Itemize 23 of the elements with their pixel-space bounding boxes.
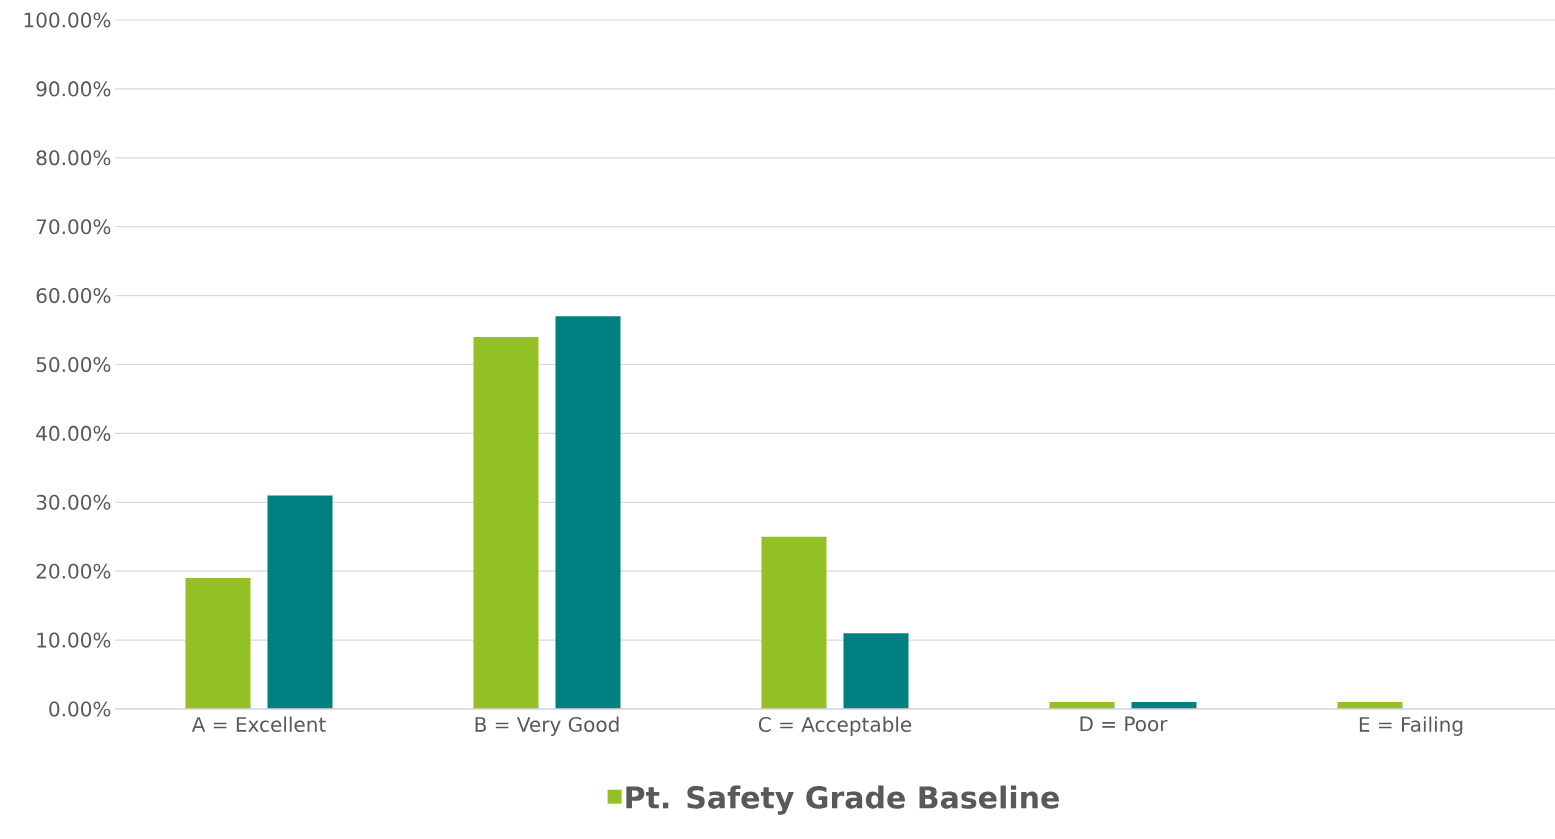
y-tick-label: 30.00% [36, 494, 111, 510]
legend-label: Pt. Safety Grade Baseline [626, 785, 1059, 815]
y-tick-label: 0.00% [49, 701, 111, 717]
y-tick-label: 50.00% [36, 356, 111, 373]
x-tick-label: C = Acceptable [758, 716, 912, 736]
y-tick-label: 20.00% [36, 563, 111, 579]
bar [555, 316, 621, 709]
x-tick-label: B = Very Good [475, 716, 619, 736]
x-tick-label: D = Poor [1080, 716, 1168, 732]
y-tick-label: 10.00% [37, 632, 111, 648]
bar [267, 495, 333, 709]
y-tick-label: 100.00% [24, 12, 111, 28]
y-tick-label: 60.00% [36, 288, 111, 304]
y-tick-label: 80.00% [36, 150, 111, 166]
x-tick-label: E = Failing [1359, 716, 1463, 736]
bar [473, 336, 539, 709]
y-tick-label: 40.00% [36, 425, 111, 441]
y-tick-label: 90.00% [36, 81, 111, 97]
bar [185, 578, 251, 709]
y-tick-label: 70.00% [36, 219, 111, 235]
bar [761, 536, 827, 709]
x-tick-label: A = Excellent [191, 716, 326, 733]
bar [843, 633, 909, 709]
